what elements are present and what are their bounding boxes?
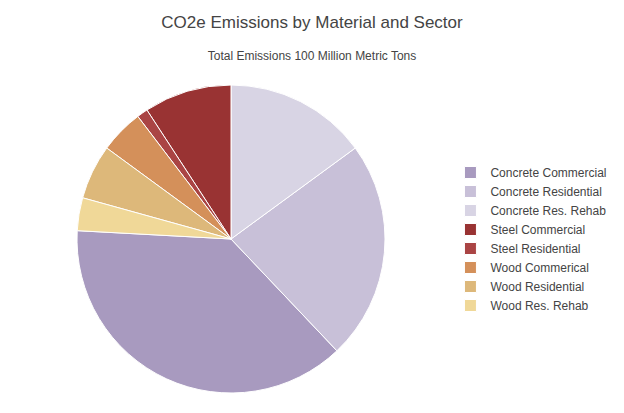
svg-text:Steel Residential: Steel Residential — [490, 242, 580, 256]
svg-text:Concrete Residential: Concrete Residential — [490, 185, 601, 199]
svg-text:Wood Res. Rehab: Wood Res. Rehab — [490, 299, 588, 313]
svg-text:Wood Residential: Wood Residential — [490, 280, 584, 294]
svg-text:Wood Commerical: Wood Commerical — [490, 261, 588, 275]
svg-text:Steel Commercial: Steel Commercial — [490, 223, 585, 237]
svg-text:Total Emissions 100 Million Me: Total Emissions 100 Million Metric Tons — [208, 49, 417, 63]
svg-text:CO2e Emissions by Material and: CO2e Emissions by Material and Sector — [161, 13, 463, 32]
svg-text:Concrete Commercial: Concrete Commercial — [490, 166, 606, 180]
svg-text:Concrete Res. Rehab: Concrete Res. Rehab — [490, 204, 606, 218]
